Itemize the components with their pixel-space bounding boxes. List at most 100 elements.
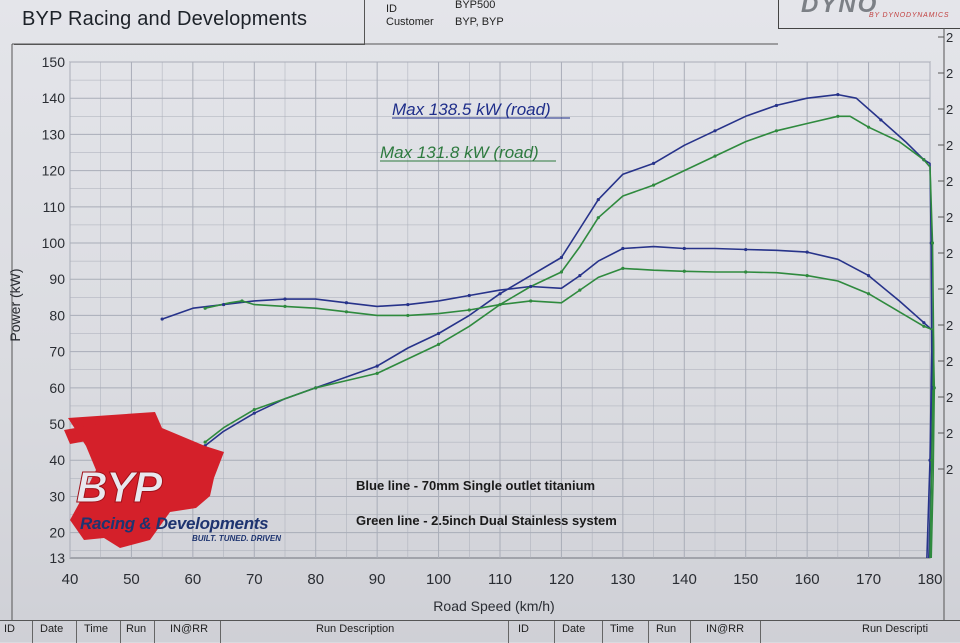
footer-run: Run (126, 623, 147, 635)
series-point-blue (651, 161, 656, 165)
series-point-blue (713, 129, 717, 133)
right-axis-tick-label: 2 (946, 426, 953, 441)
right-axis-tick-label: 2 (946, 102, 953, 117)
x-tick-label: 40 (62, 571, 79, 588)
brand-logo: DYNO BY DYNODYNAMICS (778, 0, 960, 29)
series-point-green (203, 306, 207, 310)
series-point-blue (836, 92, 840, 97)
series-point-green (203, 440, 207, 444)
x-tick-label: 100 (426, 571, 451, 588)
series-point-green (744, 270, 748, 274)
series-point-blue (879, 118, 883, 122)
series-point-blue (375, 364, 379, 368)
footer-inrr: IN@RR (170, 623, 209, 635)
y-tick-label: 30 (49, 488, 65, 504)
x-tick-label: 170 (856, 571, 881, 588)
y-tick-label: 80 (49, 307, 65, 323)
y-tick-label: 100 (42, 235, 66, 251)
series-point-green (578, 288, 582, 292)
footer-id: ID (4, 623, 15, 635)
series-point-blue (922, 321, 926, 325)
series-point-green (240, 299, 244, 303)
series-point-green (406, 313, 410, 318)
series-point-green (498, 302, 502, 307)
series-point-green (436, 342, 441, 346)
right-axis-tick-label: 2 (946, 138, 953, 153)
series-point-blue (467, 293, 471, 298)
note-blue-line: Blue line - 70mm Single outlet titanium (356, 478, 595, 493)
footer-id-2: ID (518, 623, 529, 635)
byp-logo-letters: BYP (76, 463, 163, 512)
y-tick-label: 130 (42, 126, 66, 142)
series-point-blue (578, 274, 582, 278)
x-tick-label: 160 (795, 571, 820, 588)
report-title: BYP Racing and Developments (22, 8, 308, 30)
footer-date: Date (40, 623, 64, 635)
series-point-green (922, 158, 926, 162)
footer-time-2: Time (610, 623, 635, 635)
x-tick-label: 180 (917, 571, 942, 588)
y-tick-label: 20 (49, 525, 65, 541)
series-point-blue (744, 247, 748, 252)
right-axis-tick-label: 2 (946, 66, 953, 81)
x-tick-label: 130 (610, 571, 635, 588)
series-point-green (866, 292, 871, 296)
series-point-blue (805, 250, 809, 254)
y-tick-label: 70 (49, 344, 65, 360)
brand-logo-sub: BY DYNODYNAMICS (869, 12, 950, 19)
right-axis-tick-label: 2 (946, 30, 953, 45)
series-line-green-3 (204, 267, 936, 559)
right-axis-tick-label: 2 (946, 282, 953, 297)
right-axis-tick-label: 2 (946, 174, 953, 189)
footer-run-description-2: Run Descripti (862, 623, 929, 635)
series-point-blue (596, 197, 600, 202)
id-value: BYP500 (455, 0, 496, 11)
series-point-green (651, 183, 656, 187)
series-line-green-2 (204, 115, 935, 559)
byp-logo-splash-streak (64, 424, 98, 444)
annotation-blue-max: Max 138.5 kW (road) (392, 100, 551, 119)
x-tick-label: 120 (549, 571, 574, 588)
footer-run-2: Run (656, 623, 677, 635)
series-point-blue (559, 255, 564, 260)
right-axis-tick-label: 2 (946, 318, 953, 333)
series-point-green (559, 270, 564, 274)
series-point-blue (160, 317, 164, 321)
byp-logo-slogan: BUILT. TUNED. DRIVEN (192, 534, 282, 543)
series-point-green (930, 458, 934, 462)
series-point-blue (866, 274, 871, 278)
series-point-green (836, 114, 840, 118)
series-point-green (252, 407, 256, 412)
series-point-blue (221, 302, 226, 307)
y-tick-label: 140 (42, 90, 66, 106)
y-tick-label: 150 (42, 54, 66, 70)
byp-logo-splash (68, 412, 224, 548)
y-tick-label: 13 (49, 550, 65, 566)
customer-label: Customer (386, 16, 434, 28)
series-point-blue (529, 284, 533, 289)
brand-logo-main: DYNO (801, 0, 879, 18)
x-tick-label: 50 (123, 571, 140, 588)
series-point-green (922, 324, 926, 328)
series-point-green (774, 129, 779, 133)
series-point-green (596, 216, 600, 220)
right-axis-tick-label: 2 (946, 210, 953, 225)
series-point-blue (682, 246, 686, 251)
annotation-green-max: Max 131.8 kW (road) (380, 143, 539, 162)
series-point-blue (283, 297, 287, 301)
y-tick-label: 60 (49, 380, 65, 396)
series-point-green (682, 269, 686, 273)
x-tick-label: 150 (733, 571, 758, 588)
grid (69, 61, 931, 559)
byp-logo: BYP (64, 412, 224, 548)
series-point-green (805, 274, 809, 278)
series-point-blue (252, 411, 256, 415)
series-point-blue (774, 103, 779, 108)
power-chart: 40 50 60 70 80 90 100 110 120 130 140 150 160 170 180 1… (7, 28, 953, 620)
right-axis-tick-label: 2 (946, 462, 953, 477)
series-point-green (344, 310, 349, 314)
y-tick-label: 40 (49, 452, 65, 468)
right-axis-tick-label: 2 (946, 246, 953, 261)
x-tick-label: 90 (369, 571, 386, 588)
footer-date-2: Date (562, 623, 586, 635)
